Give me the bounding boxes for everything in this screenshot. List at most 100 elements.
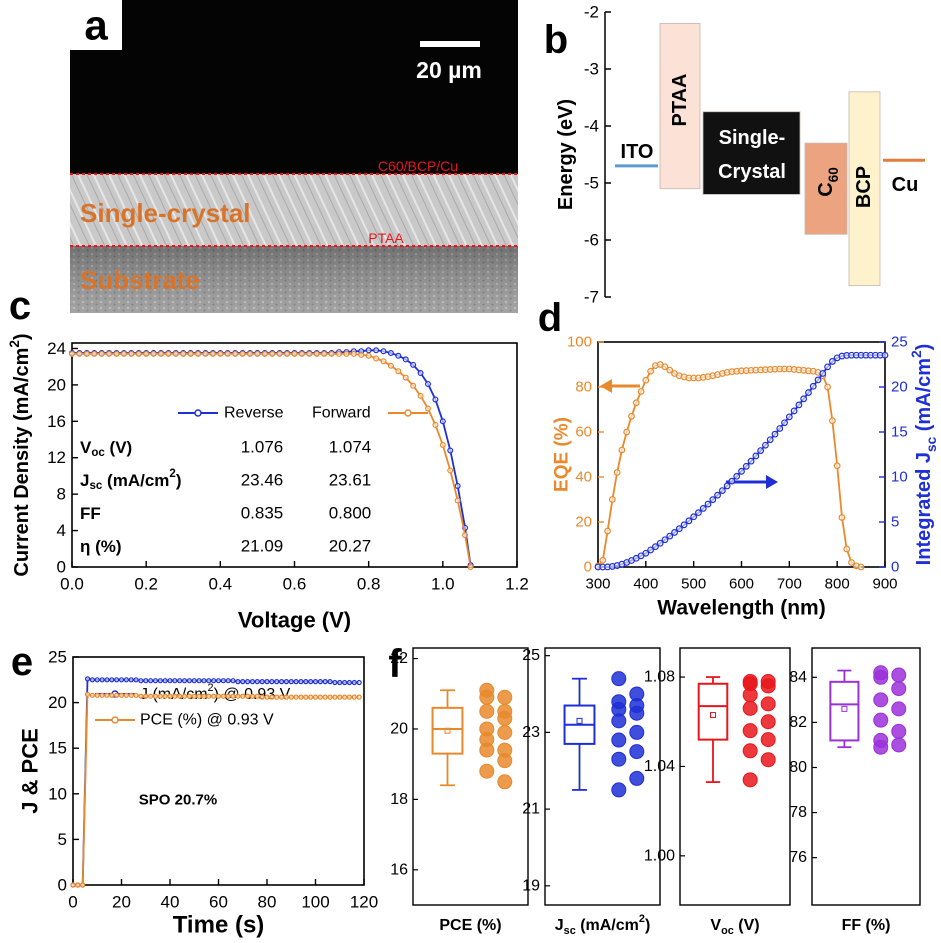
data-point: [743, 773, 757, 787]
data-point: [107, 352, 112, 357]
data-point: [396, 353, 401, 358]
layer-label: Substrate: [80, 265, 200, 295]
data-point: [381, 359, 386, 364]
text-part: ): [645, 917, 650, 934]
data-point: [480, 764, 494, 778]
text-part: J: [555, 917, 564, 934]
data-point: [292, 352, 297, 357]
y-tick-label: -3: [584, 60, 599, 79]
data-point: [90, 678, 94, 682]
data-point: [610, 497, 616, 503]
y-tick-label: 40: [575, 469, 592, 486]
data-point: [630, 725, 644, 739]
y-tick-label: 8: [57, 485, 66, 504]
data-point: [183, 694, 187, 698]
data-point: [433, 397, 438, 402]
legend-marker: [405, 410, 411, 416]
data-point: [463, 533, 468, 538]
data-point: [139, 679, 143, 683]
data-point: [830, 418, 836, 424]
data-point: [480, 743, 494, 757]
data-point: [304, 695, 308, 699]
y-tick-label: 19: [522, 877, 540, 894]
y-tick-label: 60: [575, 424, 592, 441]
text-part: V: [710, 917, 721, 934]
data-point: [874, 693, 888, 707]
level-label: ITO: [621, 141, 654, 163]
data-point: [403, 357, 408, 362]
arrow-head: [600, 379, 612, 393]
data-point: [178, 679, 182, 683]
data-point: [403, 375, 408, 380]
text-part: PTAA: [669, 74, 691, 127]
data-point: [892, 682, 906, 696]
text-part: (V): [734, 917, 760, 934]
data-point: [806, 390, 812, 396]
panel-letter: f: [388, 642, 402, 686]
y-tick-label: 25: [522, 647, 540, 664]
data-point: [70, 352, 75, 357]
data-point: [624, 429, 630, 435]
data-point: [159, 352, 164, 357]
x-tick-label: 120: [350, 893, 378, 912]
data-point: [270, 695, 274, 699]
data-point: [825, 364, 831, 370]
y-tick-label: 78: [789, 804, 807, 821]
data-point: [202, 679, 206, 683]
y-tick-label: 20: [48, 693, 67, 712]
x-tick-label: 60: [209, 893, 228, 912]
data-point: [351, 352, 356, 357]
data-point: [188, 352, 193, 357]
data-point: [270, 352, 275, 357]
data-point: [433, 423, 438, 428]
data-point: [187, 679, 191, 683]
y-tick-label: 100: [567, 334, 592, 351]
data-point: [314, 680, 318, 684]
y-tick-label: 0: [58, 876, 67, 895]
data-point: [323, 680, 327, 684]
table-cell: 21.09: [241, 537, 284, 556]
level-label: PTAA: [669, 74, 691, 127]
y-axis-label: EQE (%): [552, 417, 573, 492]
data-point: [374, 356, 379, 361]
data-point: [173, 694, 177, 698]
data-point: [241, 694, 245, 698]
data-point: [352, 695, 356, 699]
x-tick-label: 0.6: [283, 575, 307, 594]
data-point: [231, 694, 235, 698]
box: [699, 684, 728, 740]
data-point: [480, 690, 494, 704]
data-point: [166, 352, 171, 357]
data-point: [192, 694, 196, 698]
data-point: [389, 351, 394, 356]
data-point: [411, 362, 416, 367]
data-point: [280, 695, 284, 699]
text-part: (mA/cm: [102, 471, 169, 490]
data-point: [366, 348, 371, 353]
data-point: [211, 352, 216, 357]
data-point: [777, 426, 783, 432]
y-axis-label: Energy (eV): [555, 99, 577, 210]
x-tick-label: 500: [681, 576, 706, 593]
data-point: [265, 680, 269, 684]
text-part: FF (%): [842, 917, 891, 934]
data-point: [124, 678, 128, 682]
data-point: [734, 473, 740, 479]
data-point: [801, 396, 807, 402]
table-cell: 0.800: [329, 504, 372, 523]
data-point: [299, 680, 303, 684]
data-point: [810, 383, 816, 389]
data-point: [643, 377, 649, 383]
data-point: [217, 694, 221, 698]
data-point: [448, 448, 453, 453]
data-point: [322, 352, 327, 357]
data-point: [648, 368, 654, 374]
data-point: [225, 352, 230, 357]
data-point: [743, 701, 757, 715]
data-point: [260, 695, 264, 699]
data-point: [366, 353, 371, 358]
data-point: [343, 681, 347, 685]
data-point: [874, 740, 888, 754]
data-point: [221, 694, 225, 698]
y-tick-label: 82: [789, 714, 807, 731]
